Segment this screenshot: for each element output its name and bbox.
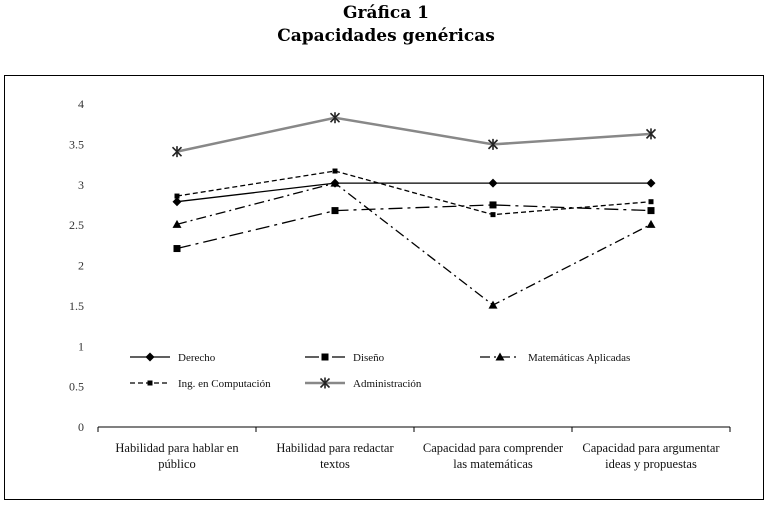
legend-label: Derecho [178, 352, 216, 364]
data-point [172, 219, 182, 228]
y-tick-label: 0 [78, 420, 84, 434]
data-point [174, 193, 180, 199]
data-point [488, 300, 498, 309]
data-point [330, 178, 340, 187]
data-point [172, 197, 182, 207]
legend-label: Diseño [353, 352, 385, 364]
chart-title: Gráfica 1 [343, 3, 429, 23]
series-line-2 [176, 182, 652, 306]
legend-marker [319, 377, 331, 389]
legend-label: Administración [353, 378, 422, 390]
data-point [647, 207, 655, 215]
data-point [646, 178, 656, 188]
series-line-3 [176, 170, 652, 216]
legend-marker [495, 352, 505, 361]
y-tick-label: 3.5 [69, 137, 84, 151]
data-point [331, 207, 339, 215]
data-point [488, 178, 498, 188]
series-line-4 [176, 116, 652, 153]
data-point [173, 245, 181, 253]
data-point [329, 112, 341, 124]
data-point [489, 201, 497, 209]
data-point [648, 199, 654, 205]
data-point [171, 146, 183, 158]
series-line-0 [176, 182, 651, 203]
y-tick-label: 1 [78, 339, 84, 353]
x-tick-label: Habilidad para redactar textos [276, 441, 394, 471]
x-tick-label: Habilidad para hablar en público [115, 441, 239, 471]
y-tick-label: 2.5 [69, 218, 84, 232]
x-tick-label: Capacidad para comprender las matemáticas [423, 441, 564, 471]
data-point [645, 128, 657, 140]
data-point [332, 168, 338, 174]
y-tick-label: 4 [78, 97, 84, 111]
legend-marker [147, 380, 153, 386]
legend-marker [321, 353, 329, 361]
x-tick-label: Capacidad para argumentar ideas y propues… [582, 441, 720, 471]
chart-frame [4, 75, 764, 500]
legend-label: Ing. en Computación [178, 378, 271, 390]
y-tick-label: 0.5 [69, 380, 84, 394]
chart-subtitle: Capacidades genéricas [277, 26, 495, 46]
legend-label: Matemáticas Aplicadas [528, 352, 630, 364]
data-point [487, 138, 499, 150]
data-point [490, 212, 496, 218]
y-tick-label: 2 [78, 259, 84, 273]
data-point [646, 219, 656, 228]
y-tick-label: 1.5 [69, 299, 84, 313]
series-line-1 [176, 204, 652, 250]
y-tick-label: 3 [78, 178, 84, 192]
legend-marker [145, 352, 155, 362]
